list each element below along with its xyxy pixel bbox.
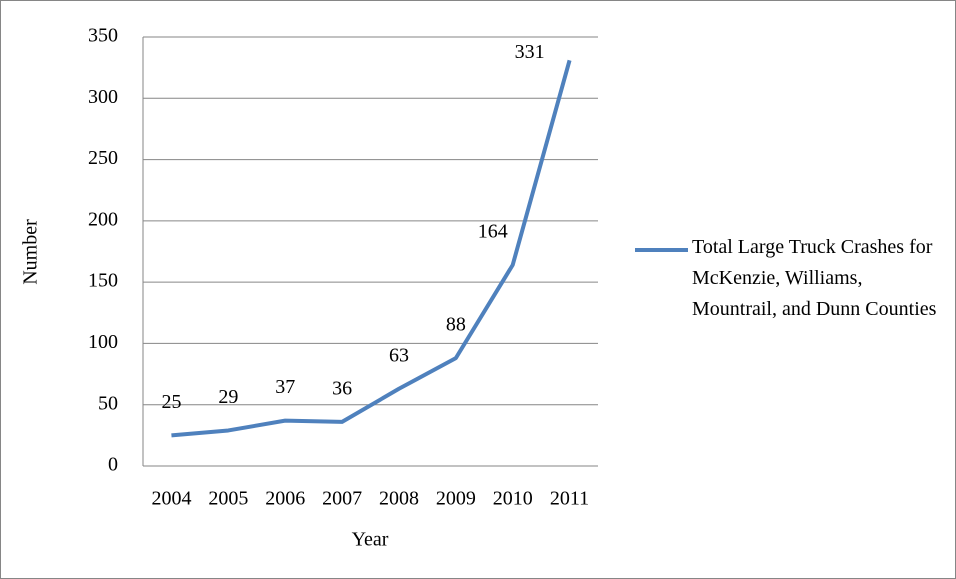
y-tick-label: 250 xyxy=(88,147,118,169)
x-tick-label: 2005 xyxy=(208,488,248,510)
x-tick-label: 2009 xyxy=(436,488,476,510)
y-tick-label: 300 xyxy=(88,86,118,108)
data-label: 63 xyxy=(389,344,409,366)
y-tick-label: 50 xyxy=(98,392,118,414)
x-tick-label: 2008 xyxy=(379,488,419,510)
x-tick-label: 2006 xyxy=(265,488,305,510)
x-tick-label: 2004 xyxy=(151,488,191,510)
legend-label: Total Large Truck Crashes for McKenzie, … xyxy=(692,236,937,320)
y-tick-label: 350 xyxy=(88,25,118,47)
data-label: 88 xyxy=(446,314,466,336)
data-line xyxy=(171,59,572,438)
x-tick-label: 2011 xyxy=(550,488,589,510)
data-label: 36 xyxy=(332,377,352,399)
data-label: 25 xyxy=(161,391,181,413)
data-label: 37 xyxy=(275,376,295,398)
x-axis-title: Year xyxy=(352,529,389,551)
y-tick-label: 200 xyxy=(88,208,118,230)
y-tick-label: 0 xyxy=(108,454,118,476)
x-tick-label: 2010 xyxy=(493,488,533,510)
data-label: 331 xyxy=(515,41,545,63)
x-tick-label: 2007 xyxy=(322,488,362,510)
data-label: 164 xyxy=(478,221,508,243)
y-tick-label: 150 xyxy=(88,270,118,292)
y-tick-label: 100 xyxy=(88,331,118,353)
y-axis-title: Number xyxy=(20,219,42,285)
data-label: 29 xyxy=(218,386,238,408)
